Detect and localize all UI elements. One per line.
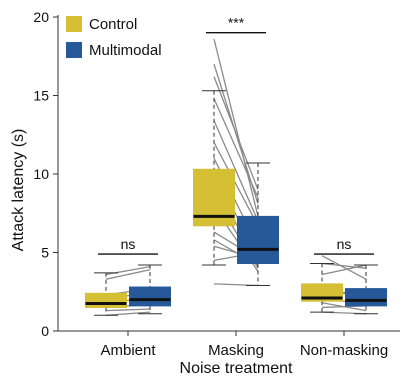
paired-line bbox=[105, 311, 151, 316]
box-multimodal bbox=[129, 286, 171, 307]
significance-annotations: ns *** ns bbox=[98, 15, 374, 255]
paired-line bbox=[105, 308, 151, 312]
legend-swatch-multimodal bbox=[66, 42, 82, 58]
boxes bbox=[85, 90, 387, 316]
legend: Control Multimodal bbox=[66, 16, 162, 59]
paired-line bbox=[105, 269, 151, 280]
y-tick-label: 15 bbox=[33, 88, 49, 104]
significance-label: *** bbox=[228, 15, 245, 31]
x-tick-label: Non-masking bbox=[300, 342, 388, 359]
box-multimodal bbox=[237, 215, 279, 264]
paired-line bbox=[213, 120, 259, 222]
paired-line bbox=[213, 98, 259, 198]
paired-line bbox=[321, 262, 367, 269]
y-tick-label: 0 bbox=[41, 323, 49, 339]
x-axis-label: Noise treatment bbox=[180, 360, 293, 377]
axes: 0 5 10 15 20 Ambient Masking Non-masking bbox=[33, 9, 400, 359]
y-axis-label: Attack latency (s) bbox=[10, 129, 27, 252]
paired-line bbox=[213, 142, 259, 227]
legend-swatch-control bbox=[66, 16, 82, 32]
significance-label: ns bbox=[337, 236, 352, 252]
significance-label: ns bbox=[121, 236, 136, 252]
x-tick-label: Masking bbox=[208, 342, 264, 359]
y-tick-label: 20 bbox=[33, 9, 49, 25]
y-tick-label: 5 bbox=[41, 245, 49, 261]
legend-label: Multimodal bbox=[89, 42, 162, 59]
legend-label: Control bbox=[89, 16, 137, 33]
paired-line bbox=[321, 264, 367, 276]
paired-lines bbox=[105, 38, 367, 316]
paired-line bbox=[213, 38, 259, 217]
x-tick-label: Ambient bbox=[100, 342, 156, 359]
paired-line bbox=[321, 255, 367, 280]
box-control bbox=[85, 292, 127, 308]
y-tick-label: 10 bbox=[33, 166, 49, 182]
paired-line bbox=[213, 76, 259, 190]
box-multimodal bbox=[345, 288, 387, 307]
